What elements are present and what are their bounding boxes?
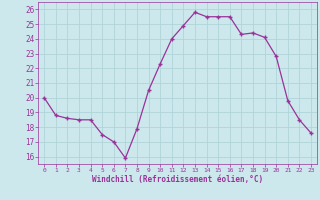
X-axis label: Windchill (Refroidissement éolien,°C): Windchill (Refroidissement éolien,°C) <box>92 175 263 184</box>
